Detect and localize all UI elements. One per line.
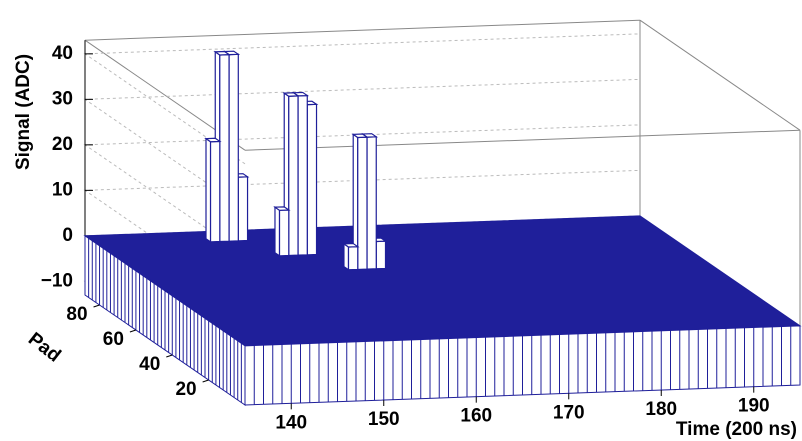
z-tick-label: 40 — [52, 43, 73, 64]
bar-front — [375, 240, 387, 270]
bar-front — [228, 53, 239, 242]
y-tick — [202, 379, 209, 383]
z-tick-label: 30 — [52, 88, 73, 109]
bar-front — [347, 246, 359, 271]
bar-front — [297, 94, 308, 256]
y-tick-label: 40 — [139, 354, 160, 375]
y-tick-label: 80 — [66, 304, 87, 325]
bar-top — [351, 133, 369, 139]
z-axis-title: Signal (ADC) — [13, 54, 34, 170]
bar-front — [219, 54, 230, 243]
x-tick-label: 150 — [368, 409, 400, 430]
bar-front — [278, 209, 290, 257]
bar-left — [343, 242, 350, 271]
bar-top — [213, 50, 231, 56]
y-tick — [93, 304, 100, 308]
frame-edge — [639, 19, 801, 131]
bar-left — [274, 206, 281, 257]
x-tick-label: 180 — [645, 399, 677, 420]
y-tick — [166, 354, 173, 358]
z-tick-label: 20 — [52, 134, 73, 155]
bar-top — [342, 242, 360, 248]
x-tick-label: 160 — [460, 406, 492, 427]
bar-left — [205, 137, 212, 243]
frame-edge — [244, 129, 801, 151]
x-tick-label: 170 — [553, 402, 585, 423]
bar-front — [357, 136, 368, 271]
z-tick-label: 10 — [52, 179, 73, 200]
bar-top — [273, 206, 291, 211]
x-tick-label: 140 — [275, 412, 307, 433]
y-tick — [129, 329, 137, 333]
z-tick-label: −10 — [41, 270, 73, 291]
frame-edge — [84, 19, 641, 41]
y-tick-label: 60 — [103, 329, 124, 350]
y-tick-label: 20 — [175, 379, 196, 400]
bar-front — [288, 95, 299, 257]
z-tick-label: 0 — [62, 225, 73, 246]
x-tick-label: 190 — [738, 396, 770, 417]
x-axis-title: Time (200 ns) — [676, 419, 797, 440]
bar-front — [237, 176, 249, 242]
bar-top — [204, 137, 222, 143]
bar-top — [282, 92, 300, 97]
bar-front — [366, 136, 377, 270]
y-axis-title: Pad — [24, 329, 64, 367]
bar-front — [209, 140, 221, 243]
bar-front — [306, 103, 318, 256]
